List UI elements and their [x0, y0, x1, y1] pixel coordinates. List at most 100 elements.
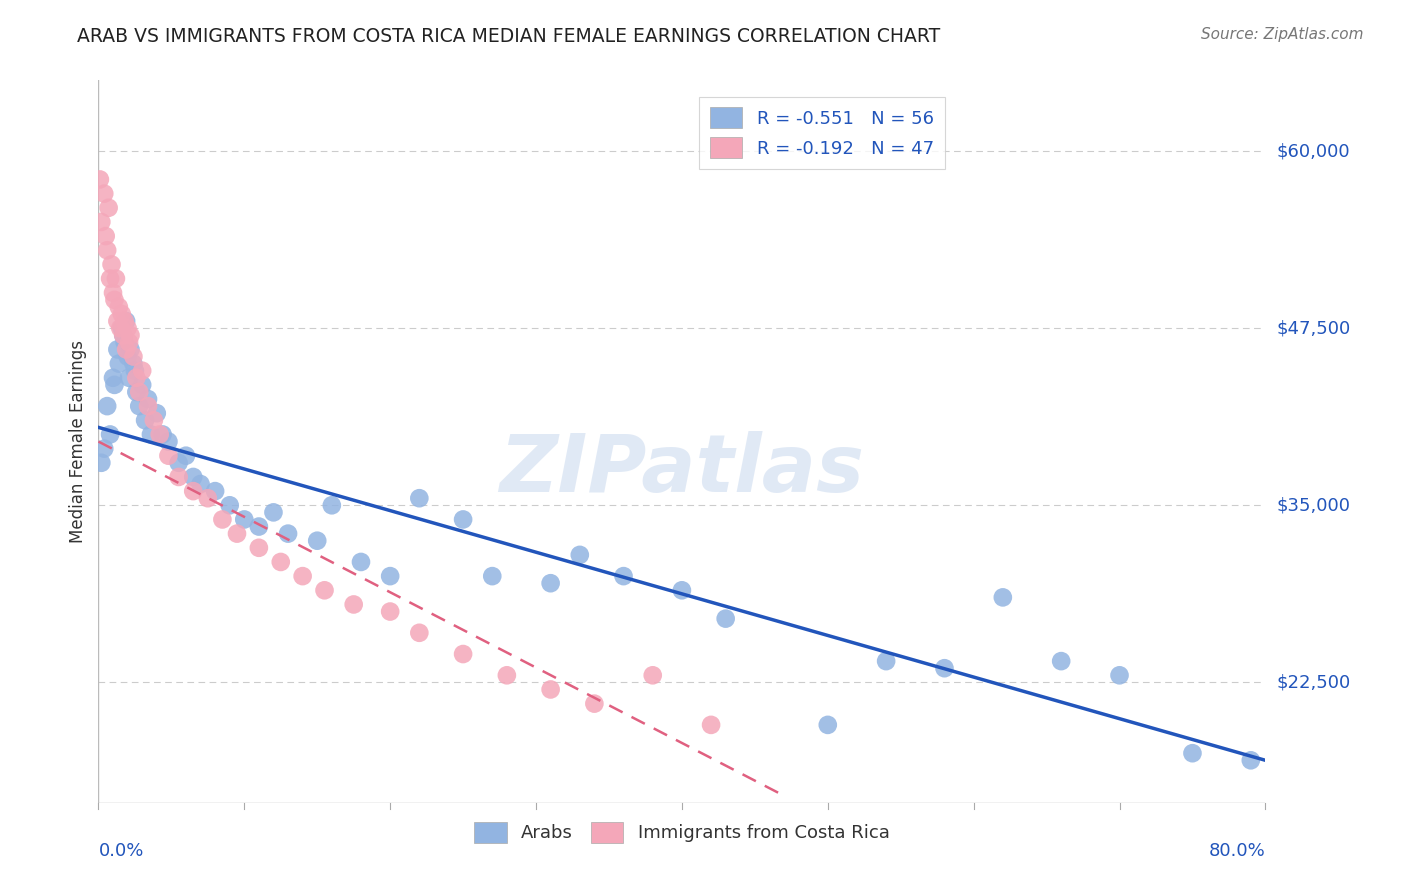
- Point: [146, 406, 169, 420]
- Point: [190, 477, 212, 491]
- Point: [104, 271, 127, 285]
- Point: [128, 399, 150, 413]
- Point: [98, 427, 121, 442]
- Point: [112, 328, 135, 343]
- Point: [94, 229, 117, 244]
- Point: [118, 335, 141, 350]
- Point: [120, 343, 142, 357]
- Point: [90, 215, 112, 229]
- Point: [540, 576, 562, 591]
- Point: [101, 371, 124, 385]
- Point: [875, 654, 897, 668]
- Point: [167, 470, 190, 484]
- Point: [114, 335, 136, 350]
- Point: [117, 350, 139, 364]
- Point: [1050, 654, 1073, 668]
- Point: [197, 491, 219, 506]
- Point: [105, 343, 128, 357]
- Point: [108, 300, 131, 314]
- Point: [612, 569, 634, 583]
- Point: [117, 321, 139, 335]
- Point: [111, 307, 134, 321]
- Point: [262, 505, 284, 519]
- Point: [641, 668, 664, 682]
- Point: [181, 470, 204, 484]
- Point: [934, 661, 956, 675]
- Point: [136, 399, 159, 413]
- Text: $35,000: $35,000: [1277, 496, 1351, 515]
- Point: [115, 314, 138, 328]
- Point: [181, 484, 204, 499]
- Point: [568, 548, 591, 562]
- Point: [583, 697, 606, 711]
- Text: ZIPatlas: ZIPatlas: [499, 432, 865, 509]
- Point: [124, 364, 146, 378]
- Point: [991, 591, 1014, 605]
- Point: [540, 682, 562, 697]
- Point: [218, 498, 240, 512]
- Point: [115, 343, 138, 357]
- Point: [105, 314, 128, 328]
- Point: [142, 413, 165, 427]
- Point: [277, 526, 299, 541]
- Point: [139, 427, 162, 442]
- Point: [314, 583, 336, 598]
- Point: [110, 321, 132, 335]
- Point: [157, 434, 180, 449]
- Point: [118, 371, 141, 385]
- Point: [125, 384, 148, 399]
- Point: [380, 605, 402, 619]
- Point: [152, 427, 174, 442]
- Point: [350, 555, 373, 569]
- Text: 0.0%: 0.0%: [98, 842, 143, 860]
- Point: [211, 512, 233, 526]
- Point: [149, 427, 172, 442]
- Point: [408, 491, 430, 506]
- Point: [103, 377, 125, 392]
- Point: [204, 484, 226, 499]
- Point: [101, 285, 124, 300]
- Point: [481, 569, 503, 583]
- Point: [226, 526, 249, 541]
- Point: [134, 413, 156, 427]
- Point: [157, 449, 180, 463]
- Point: [111, 321, 134, 335]
- Point: [103, 293, 125, 307]
- Point: [451, 512, 474, 526]
- Point: [122, 350, 145, 364]
- Text: $22,500: $22,500: [1277, 673, 1351, 691]
- Point: [131, 377, 153, 392]
- Text: Source: ZipAtlas.com: Source: ZipAtlas.com: [1201, 27, 1364, 42]
- Point: [700, 718, 723, 732]
- Point: [451, 647, 474, 661]
- Point: [343, 598, 366, 612]
- Point: [247, 541, 270, 555]
- Point: [128, 384, 150, 399]
- Point: [291, 569, 314, 583]
- Point: [93, 186, 115, 201]
- Point: [321, 498, 343, 512]
- Y-axis label: Median Female Earnings: Median Female Earnings: [69, 340, 87, 543]
- Point: [100, 257, 122, 271]
- Text: ARAB VS IMMIGRANTS FROM COSTA RICA MEDIAN FEMALE EARNINGS CORRELATION CHART: ARAB VS IMMIGRANTS FROM COSTA RICA MEDIA…: [77, 27, 941, 45]
- Point: [714, 612, 737, 626]
- Point: [96, 244, 118, 258]
- Point: [380, 569, 402, 583]
- Point: [1240, 753, 1263, 767]
- Point: [136, 392, 159, 406]
- Point: [131, 364, 153, 378]
- Point: [89, 172, 111, 186]
- Point: [120, 328, 142, 343]
- Point: [496, 668, 519, 682]
- Point: [174, 449, 197, 463]
- Text: 80.0%: 80.0%: [1209, 842, 1265, 860]
- Point: [90, 456, 112, 470]
- Point: [125, 371, 148, 385]
- Point: [97, 201, 120, 215]
- Point: [817, 718, 839, 732]
- Point: [108, 357, 131, 371]
- Point: [307, 533, 329, 548]
- Point: [1181, 746, 1204, 760]
- Point: [1108, 668, 1130, 682]
- Point: [93, 442, 115, 456]
